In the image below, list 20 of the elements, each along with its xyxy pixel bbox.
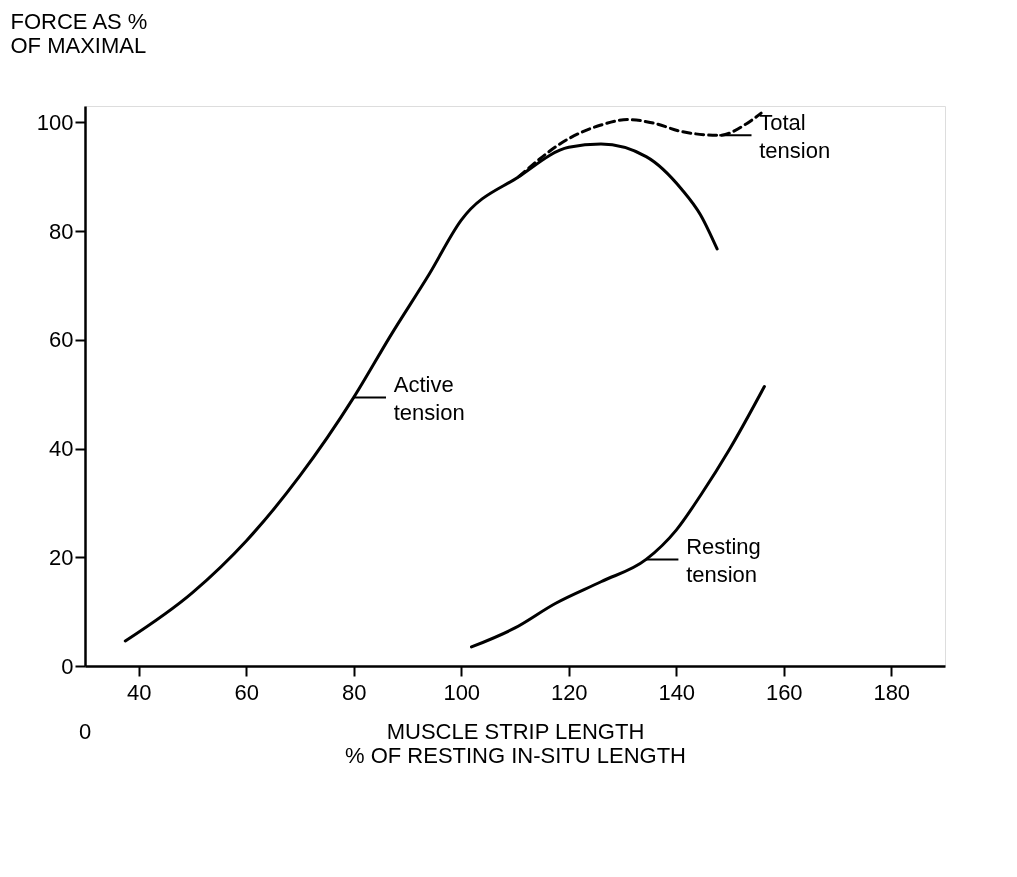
x-tick-label: 100 xyxy=(443,679,481,705)
annotation: Total tension xyxy=(759,110,831,164)
y-tick-label: 100 xyxy=(36,109,74,135)
x-axis-title: MUSCLE STRIP LENGTH % OF RESTING IN-SITU LENGTH xyxy=(344,718,687,768)
y-tick-label: 40 xyxy=(49,436,74,462)
x-tick-label: 180 xyxy=(873,679,911,705)
annotation: Active tension xyxy=(393,372,465,426)
x-tick-label: 40 xyxy=(127,679,152,705)
y-tick-label: 20 xyxy=(49,544,74,570)
text: 0 xyxy=(78,719,92,744)
y-tick-label: 80 xyxy=(49,218,74,244)
y-tick-label: 0 xyxy=(61,653,74,679)
y-tick-label: 60 xyxy=(49,327,74,353)
y-axis-title: FORCE AS % OF MAXIMAL xyxy=(10,8,148,58)
x-tick-label: 120 xyxy=(550,679,588,705)
x-tick-label: 160 xyxy=(765,679,803,705)
x-tick-label: 140 xyxy=(658,679,696,705)
x-tick-label: 60 xyxy=(234,679,259,705)
x-tick-label: 80 xyxy=(342,679,367,705)
annotation: Resting tension xyxy=(686,534,761,588)
